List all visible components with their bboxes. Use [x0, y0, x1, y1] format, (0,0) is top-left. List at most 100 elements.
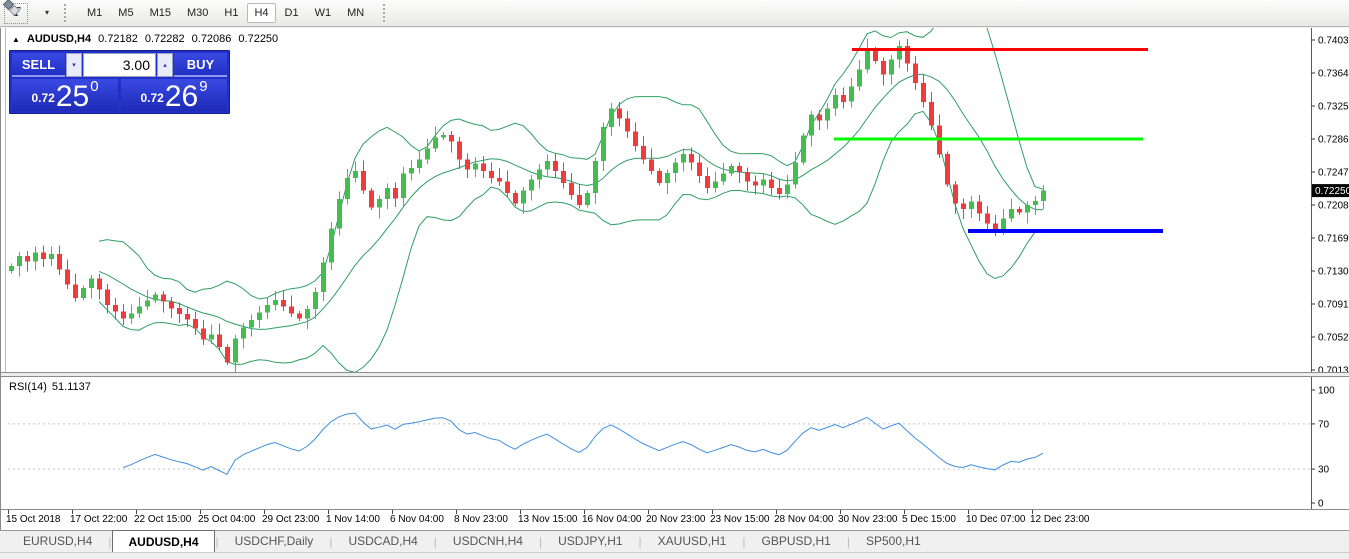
- candle-body: [713, 181, 718, 189]
- candle-body: [105, 289, 110, 305]
- volume-input[interactable]: [83, 53, 156, 77]
- candle-body: [257, 312, 262, 321]
- candle-body: [473, 163, 478, 170]
- timeframe-button-m30[interactable]: M30: [180, 3, 215, 23]
- candle-body: [233, 338, 238, 363]
- chart-tab-usdcad-h4[interactable]: USDCAD,H4: [348, 534, 418, 548]
- candle-body: [201, 328, 206, 340]
- rsi-label: RSI(14): [9, 381, 47, 393]
- toolbar-grip[interactable]: [64, 4, 70, 22]
- candle-body: [705, 176, 710, 188]
- candle-body: [369, 190, 374, 208]
- time-axis-tick: [968, 510, 969, 514]
- rsi-pane[interactable]: 100 70 30 0 RSI(14) 51.1137: [1, 377, 1349, 509]
- rsi-indicator-title: RSI(14) 51.1137: [9, 381, 91, 393]
- tab-separator: |: [108, 534, 112, 549]
- price-chart-svg[interactable]: 0.740300.736400.732500.728600.724700.720…: [1, 28, 1349, 372]
- candle-body: [977, 201, 982, 214]
- timeframe-button-m1[interactable]: M1: [80, 3, 109, 23]
- candle-body: [457, 141, 462, 160]
- rsi-axis: 100 70 30 0: [1311, 377, 1335, 509]
- double-diamond-icon: [2, 0, 21, 17]
- candle-body: [249, 320, 254, 328]
- timeframe-button-m15[interactable]: M15: [143, 3, 178, 23]
- chart-tab-eurusd-h4[interactable]: EURUSD,H4: [23, 534, 93, 548]
- candle-body: [289, 306, 294, 314]
- candle-body: [601, 127, 606, 161]
- candle-body: [41, 252, 46, 260]
- sell-price-display[interactable]: 0.72 25 0: [12, 78, 118, 112]
- buy-button[interactable]: BUY: [174, 53, 227, 77]
- timeframe-button-d1[interactable]: D1: [278, 3, 306, 23]
- pane-splitter[interactable]: [1, 372, 1349, 377]
- chart-tab-usdjpy-h1[interactable]: USDJPY,H1: [558, 534, 623, 548]
- time-axis-tick: [520, 510, 521, 514]
- candle-body: [425, 148, 430, 160]
- rsi-chart-svg[interactable]: 100 70 30 0: [1, 377, 1349, 509]
- volume-decrease-button[interactable]: ▾: [66, 53, 82, 77]
- candle-body: [681, 154, 686, 163]
- candle-body: [209, 334, 214, 340]
- candle-body: [441, 134, 446, 138]
- candle-body: [25, 255, 30, 262]
- candle-body: [73, 284, 78, 298]
- volume-increase-button[interactable]: ▴: [157, 53, 173, 77]
- time-axis-label: 6 Nov 04:00: [390, 514, 444, 525]
- candle-body: [905, 45, 910, 64]
- candle-body: [297, 313, 302, 319]
- rsi-value: 51.1137: [51, 381, 91, 393]
- time-axis-label: 30 Nov 23:00: [838, 514, 898, 525]
- rsi-axis-label: 30: [1318, 465, 1330, 476]
- timeframe-button-mn[interactable]: MN: [340, 3, 371, 23]
- chart-title: ▲ AUDUSD,H4 0.72182 0.72282 0.72086 0.72…: [12, 33, 278, 45]
- timeframe-button-w1[interactable]: W1: [308, 3, 339, 23]
- candle-body: [385, 188, 390, 200]
- candle-body: [889, 59, 894, 75]
- candle-body: [737, 166, 742, 172]
- chart-symbol-label: AUDUSD,H4: [26, 33, 92, 45]
- price-pane[interactable]: 0.740300.736400.732500.728600.724700.720…: [1, 28, 1349, 372]
- candle-body: [65, 269, 70, 285]
- candle-body: [641, 145, 646, 160]
- buy-price-pipette: 9: [199, 78, 208, 95]
- candles-layer: [9, 38, 1046, 372]
- candle-body: [265, 304, 270, 313]
- buy-price-display[interactable]: 0.72 26 9: [121, 78, 227, 112]
- bollinger-bands-layer: [98, 28, 1044, 372]
- sell-button[interactable]: SELL: [12, 53, 65, 77]
- time-axis-tick: [72, 510, 73, 514]
- chart-tab-sp500-h1[interactable]: SP500,H1: [865, 534, 921, 548]
- time-axis[interactable]: 15 Oct 2018 17 Oct 22:00 22 Oct 15:00 25 Oc…: [1, 509, 1349, 530]
- candle-body: [185, 314, 190, 320]
- timeframe-button-h1[interactable]: H1: [217, 3, 245, 23]
- chart-tab-gbpusd-h1[interactable]: GBPUSD,H1: [761, 534, 831, 548]
- chart-tab-usdchf-daily[interactable]: USDCHF,Daily: [234, 534, 314, 548]
- chart-tab-audusd-h4[interactable]: AUDUSD,H4: [112, 530, 215, 552]
- candle-body: [145, 300, 150, 307]
- candle-body: [753, 181, 758, 186]
- candle-body: [793, 162, 798, 185]
- tab-separator: |: [538, 534, 543, 549]
- candle-body: [649, 159, 654, 172]
- candle-body: [769, 179, 774, 189]
- candle-body: [529, 179, 534, 191]
- candle-body: [513, 193, 518, 204]
- time-axis-tick: [264, 510, 265, 514]
- candle-body: [17, 255, 22, 266]
- timeframe-button-h4[interactable]: H4: [247, 3, 276, 23]
- candle-body: [1009, 209, 1014, 219]
- chart-tab-xauusd-h1[interactable]: XAUUSD,H1: [657, 534, 727, 548]
- timeframe-button-m5[interactable]: M5: [111, 3, 140, 23]
- chart-objects-button[interactable]: ▾: [2, 0, 52, 24]
- sell-price-prefix: 0.72: [31, 91, 55, 105]
- candle-body: [361, 171, 366, 191]
- chart-tab-usdcnh-h4[interactable]: USDCNH,H4: [452, 534, 523, 548]
- toolbar-grip[interactable]: [383, 4, 389, 22]
- time-axis-label: 8 Nov 23:00: [454, 514, 508, 525]
